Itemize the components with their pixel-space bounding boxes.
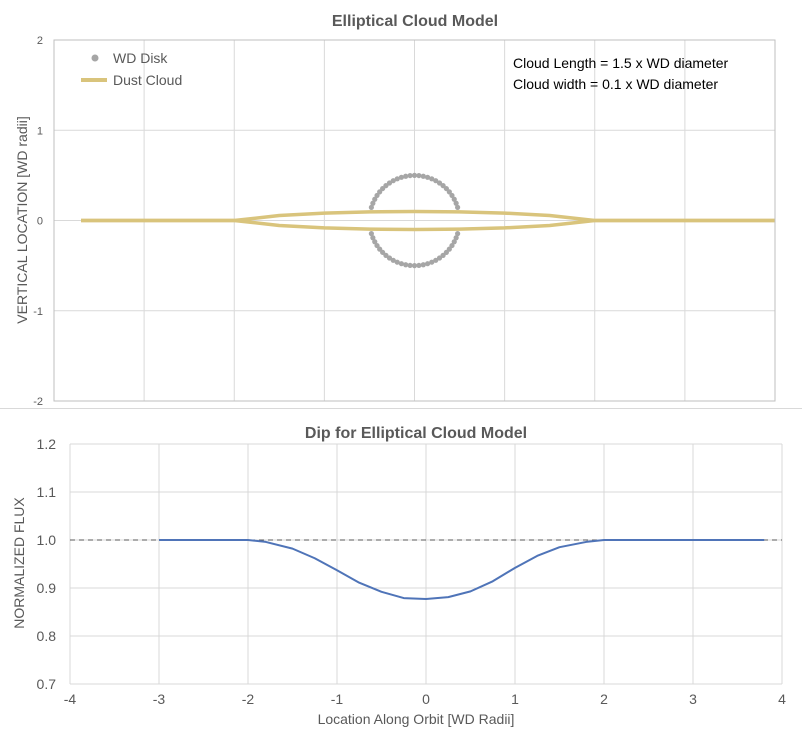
wd-disk-point xyxy=(374,242,380,249)
wd-disk-point xyxy=(453,200,459,206)
dust-cloud-lower-edge xyxy=(81,218,775,232)
wd-disk-point xyxy=(374,192,380,199)
wd-disk-point xyxy=(398,174,405,180)
wd-disk-point xyxy=(429,176,435,182)
x-tick-label: -3 xyxy=(153,691,166,707)
flux-series xyxy=(159,539,765,601)
x-axis-title: Location Along Orbit [WD Radii] xyxy=(318,711,515,727)
y-tick-label: 0.7 xyxy=(37,676,57,692)
annotation-cloud-length: Cloud Length = 1.5 x WD diameter xyxy=(513,55,729,71)
wd-disk-point xyxy=(424,261,431,267)
flux-line xyxy=(159,539,765,601)
wd-disk-point xyxy=(451,196,457,202)
wd-disk-point xyxy=(440,183,446,189)
x-tick-labels: -4 -3 -2 -1 0 1 2 3 4 xyxy=(64,691,786,707)
chart-title: Dip for Elliptical Cloud Model xyxy=(305,425,527,442)
wd-disk-point xyxy=(403,173,409,179)
y-tick-label: 0 xyxy=(37,216,43,228)
wd-disk-point xyxy=(449,192,455,199)
wd-disk-point xyxy=(372,196,378,202)
x-tick-label: -2 xyxy=(242,691,255,707)
wd-disk-point xyxy=(390,178,396,184)
dip-chart-panel: Dip for Elliptical Cloud Model 1.2 1.1 1.0… xyxy=(0,410,802,738)
wd-disk-point xyxy=(390,257,396,263)
elliptical-cloud-chart-panel: Elliptical Cloud Model 2 1 0 -1 -2 VERTICAL … xyxy=(14,13,776,408)
wd-disk-point xyxy=(411,172,418,178)
y-tick-labels: 2 1 0 -1 -2 xyxy=(33,35,43,408)
annotation-cloud-width: Cloud width = 0.1 x WD diameter xyxy=(513,76,718,92)
x-tick-label: 2 xyxy=(600,691,608,707)
legend-wd-disk-marker xyxy=(91,54,99,62)
wd-disk-point xyxy=(433,178,439,184)
wd-disk-point xyxy=(455,204,461,211)
wd-disk-point xyxy=(386,180,393,186)
y-tick-label: -1 xyxy=(33,306,43,318)
legend: WD Disk Dust Cloud xyxy=(81,50,182,88)
wd-disk-point xyxy=(368,230,374,237)
y-tick-label: 2 xyxy=(37,35,43,47)
wd-disk-point xyxy=(398,261,405,267)
wd-disk-point xyxy=(416,172,422,179)
y-tick-label: 1.1 xyxy=(37,484,57,500)
wd-disk-point xyxy=(411,263,418,269)
grid-lines xyxy=(69,443,783,685)
wd-disk-series xyxy=(368,172,461,269)
y-tick-label: 1.2 xyxy=(37,436,57,452)
wd-disk-point xyxy=(407,262,413,269)
wd-disk-point xyxy=(383,252,389,258)
wd-disk-point xyxy=(394,176,400,182)
plot-area-frame xyxy=(53,39,776,402)
y-tick-label: 0.8 xyxy=(37,628,57,644)
y-tick-label: 1.0 xyxy=(37,532,57,548)
y-tick-labels: 1.2 1.1 1.0 0.9 0.8 0.7 xyxy=(37,436,57,692)
y-tick-label: 0.9 xyxy=(37,580,57,596)
x-tick-label: 1 xyxy=(511,691,519,707)
wd-disk-point xyxy=(370,235,376,241)
wd-disk-point xyxy=(377,189,383,195)
wd-disk-point xyxy=(449,242,455,249)
wd-disk-point xyxy=(370,200,376,206)
dust-cloud-series xyxy=(81,209,775,232)
wd-disk-point xyxy=(403,262,409,268)
wd-disk-point xyxy=(416,262,422,269)
wd-disk-point xyxy=(368,204,374,211)
wd-disk-point xyxy=(451,239,457,245)
x-tick-label: -1 xyxy=(331,691,344,707)
wd-disk-point xyxy=(372,239,378,245)
dip-chart: Dip for Elliptical Cloud Model 1.2 1.1 1.0… xyxy=(11,425,786,727)
x-tick-label: 4 xyxy=(778,691,786,707)
y-tick-label: -2 xyxy=(33,396,43,408)
wd-disk-point xyxy=(429,259,435,265)
elliptical-cloud-chart: Elliptical Cloud Model 2 1 0 -1 -2 VERTICAL … xyxy=(14,13,776,408)
x-tick-label: 0 xyxy=(422,691,430,707)
wd-disk-point xyxy=(446,246,452,252)
legend-wd-disk-label: WD Disk xyxy=(113,50,168,66)
wd-disk-point xyxy=(420,173,426,179)
wd-disk-point xyxy=(394,259,400,265)
y-axis-title: NORMALIZED FLUX xyxy=(11,497,27,629)
wd-disk-point xyxy=(436,180,443,186)
wd-disk-point xyxy=(420,262,426,268)
panel-divider xyxy=(0,408,802,409)
wd-disk-point xyxy=(407,172,413,179)
chart-title: Elliptical Cloud Model xyxy=(332,13,498,30)
wd-disk-point xyxy=(424,174,431,180)
legend-dust-cloud-label: Dust Cloud xyxy=(113,72,182,88)
y-tick-label: 1 xyxy=(37,125,43,137)
x-tick-label: 3 xyxy=(689,691,697,707)
wd-disk-point xyxy=(436,255,443,261)
x-tick-label: -4 xyxy=(64,691,77,707)
wd-disk-point xyxy=(386,255,393,261)
wd-disk-point xyxy=(453,235,459,241)
y-axis-title: VERTICAL LOCATION [WD radii] xyxy=(14,116,30,323)
wd-disk-point xyxy=(455,230,461,237)
wd-disk-point xyxy=(433,257,439,263)
